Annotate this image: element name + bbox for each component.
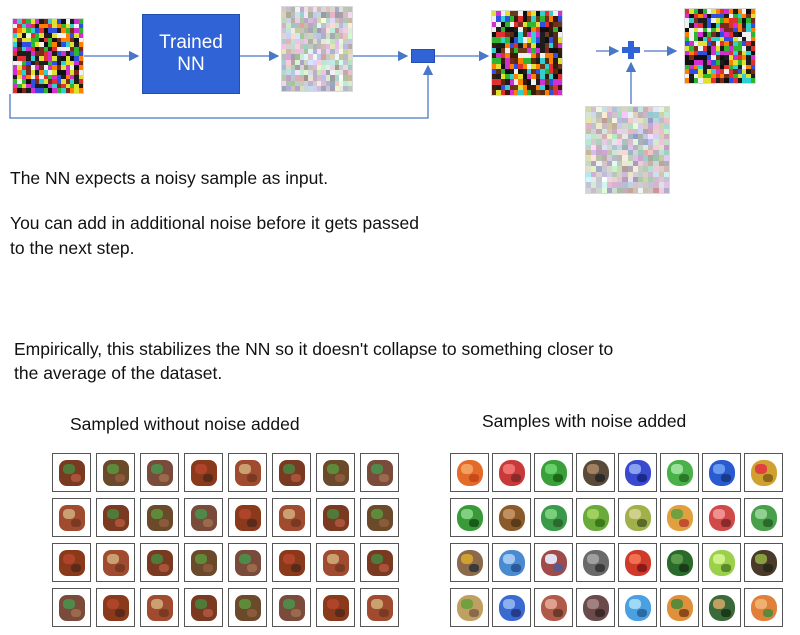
sample-cell — [744, 588, 783, 627]
sample-cell — [52, 498, 91, 537]
predicted-noise-image — [281, 6, 353, 92]
sample-cell — [450, 588, 489, 627]
sample-cell — [140, 498, 179, 537]
sample-cell — [184, 543, 223, 582]
sample-cell — [96, 453, 135, 492]
sample-cell — [360, 498, 399, 537]
sample-cell — [360, 543, 399, 582]
sample-cell — [534, 498, 573, 537]
sample-cell — [492, 453, 531, 492]
sample-cell — [576, 453, 615, 492]
sample-cell — [618, 543, 657, 582]
sample-cell — [360, 588, 399, 627]
sample-cell — [272, 453, 311, 492]
sample-cell — [52, 588, 91, 627]
subtract-operator-box — [411, 49, 435, 63]
right-grid-title: Samples with noise added — [482, 411, 687, 431]
denoised-image — [491, 10, 563, 96]
sample-cell — [52, 453, 91, 492]
sample-cell — [492, 498, 531, 537]
caption-line-1: The NN expects a noisy sample as input. — [10, 168, 329, 188]
sample-cell — [316, 498, 355, 537]
plus-icon — [622, 41, 640, 59]
sample-cell — [744, 453, 783, 492]
sample-cell — [184, 498, 223, 537]
sample-cell — [618, 588, 657, 627]
caption-line-3: to the next step. — [10, 238, 135, 258]
sample-cell — [272, 498, 311, 537]
sample-cell — [316, 588, 355, 627]
sample-cell — [272, 588, 311, 627]
sample-cell — [660, 543, 699, 582]
sample-cell — [660, 588, 699, 627]
sample-cell — [576, 588, 615, 627]
sample-cell — [96, 543, 135, 582]
sample-cell — [96, 498, 135, 537]
sample-cell — [450, 453, 489, 492]
sample-cell — [450, 498, 489, 537]
left-grid-title: Sampled without noise added — [70, 414, 300, 434]
sample-cell — [534, 543, 573, 582]
sample-cell — [618, 453, 657, 492]
sample-cell — [184, 453, 223, 492]
sample-cell — [702, 588, 741, 627]
sample-cell — [702, 543, 741, 582]
sample-cell — [52, 543, 91, 582]
sample-cell — [534, 453, 573, 492]
sample-cell — [228, 453, 267, 492]
noisy-input-image — [12, 18, 84, 94]
sample-cell — [618, 498, 657, 537]
sample-cell — [576, 498, 615, 537]
sample-cell — [360, 453, 399, 492]
skip-connection — [9, 64, 434, 119]
sample-cell — [228, 543, 267, 582]
sample-cell — [140, 453, 179, 492]
sample-cell — [744, 498, 783, 537]
sample-cell — [140, 543, 179, 582]
sample-cell — [702, 498, 741, 537]
sample-cell — [492, 588, 531, 627]
caption-line-5: the average of the dataset. — [14, 363, 223, 383]
sample-cell — [228, 588, 267, 627]
sample-cell — [492, 543, 531, 582]
trained-nn-box: Trained NN — [142, 14, 240, 94]
renoised-result-image — [684, 8, 756, 84]
sample-cell — [228, 498, 267, 537]
sample-cell — [702, 453, 741, 492]
sample-cell — [534, 588, 573, 627]
samples-without-noise-grid — [52, 453, 404, 633]
sample-cell — [140, 588, 179, 627]
nn-label-line1: Trained — [159, 32, 223, 53]
sample-cell — [184, 588, 223, 627]
sample-cell — [316, 453, 355, 492]
sample-cell — [660, 498, 699, 537]
sample-cell — [450, 543, 489, 582]
sample-cell — [576, 543, 615, 582]
nn-label-line2: NN — [177, 54, 205, 75]
additional-noise-image — [585, 106, 670, 194]
samples-with-noise-grid — [450, 453, 790, 633]
sample-cell — [96, 588, 135, 627]
caption-line-4: Empirically, this stabilizes the NN so i… — [14, 339, 614, 359]
sample-cell — [660, 453, 699, 492]
sample-cell — [744, 543, 783, 582]
caption-line-2: You can add in additional noise before i… — [10, 213, 419, 233]
sample-cell — [272, 543, 311, 582]
sample-cell — [316, 543, 355, 582]
